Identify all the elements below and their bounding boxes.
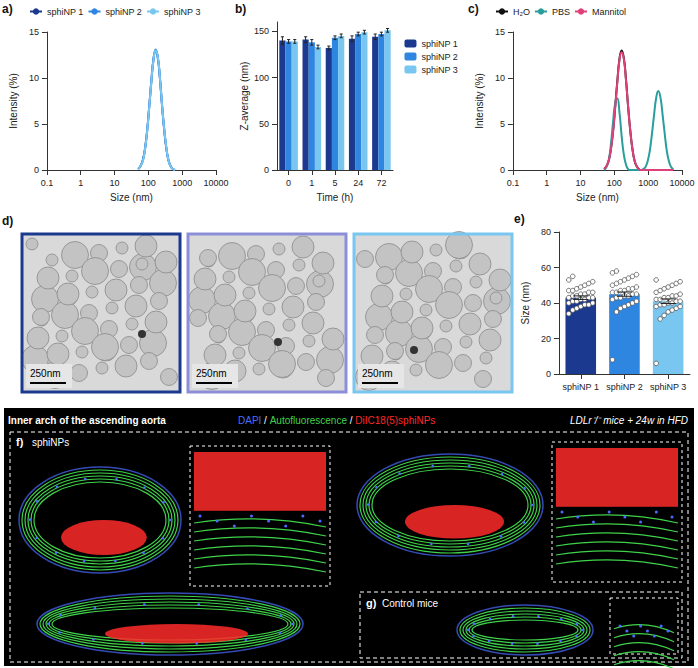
svg-text:0: 0: [264, 165, 269, 175]
svg-text:PBS: PBS: [552, 7, 570, 17]
svg-text:sphiNPs: sphiNPs: [32, 437, 69, 448]
svg-text:Mannitol: Mannitol: [592, 7, 626, 17]
svg-text:250nm: 250nm: [30, 368, 61, 379]
html-text:a): a): [2, 2, 13, 16]
svg-text:sphiNP 1: sphiNP 1: [563, 382, 599, 392]
svg-text:sphiNP 3: sphiNP 3: [164, 7, 200, 17]
svg-text:1000: 1000: [638, 178, 658, 188]
svg-text:Intensity (%): Intensity (%): [474, 73, 485, 129]
svg-text:40: 40: [541, 298, 551, 308]
svg-text:LDLr⁻/⁻ mice + 24w in HFD: LDLr⁻/⁻ mice + 24w in HFD: [570, 415, 688, 426]
svg-text:24: 24: [353, 178, 363, 188]
svg-text:H₂O: H₂O: [513, 7, 530, 17]
svg-text:10: 10: [495, 73, 505, 83]
svg-text:5: 5: [34, 119, 39, 129]
svg-text:150: 150: [254, 26, 269, 36]
html-text:d): d): [2, 214, 14, 228]
svg-text:1: 1: [544, 178, 549, 188]
svg-text:250nm: 250nm: [362, 368, 393, 379]
svg-text:sphiNP 3: sphiNP 3: [650, 382, 686, 392]
svg-text:5: 5: [332, 178, 337, 188]
svg-text:10: 10: [576, 178, 586, 188]
svg-text:0: 0: [500, 165, 505, 175]
svg-text:0: 0: [34, 165, 39, 175]
svg-text:5: 5: [500, 119, 505, 129]
svg-text:DAPI / Autofluorescence / DiIC: DAPI / Autofluorescence / DiIC18(5)sphiN…: [238, 415, 435, 426]
html-text:e): e): [514, 212, 525, 226]
svg-text:0: 0: [286, 178, 291, 188]
svg-text:100: 100: [607, 178, 622, 188]
svg-text:10: 10: [110, 178, 120, 188]
svg-text:sphiNP 1: sphiNP 1: [47, 7, 83, 17]
svg-text:0.1: 0.1: [41, 178, 54, 188]
svg-text:Intensity (%): Intensity (%): [8, 73, 19, 129]
svg-text:10000: 10000: [203, 178, 228, 188]
svg-text:80: 80: [541, 227, 551, 237]
svg-text:250nm: 250nm: [196, 368, 227, 379]
svg-text:100: 100: [254, 73, 269, 83]
svg-text:Size (nm): Size (nm): [110, 192, 153, 203]
svg-text:sphiNP 3: sphiNP 3: [421, 65, 457, 75]
svg-text:Time (h): Time (h): [317, 192, 354, 203]
svg-text:1: 1: [309, 178, 314, 188]
svg-text:10: 10: [29, 73, 39, 83]
svg-text:sphiNP 1: sphiNP 1: [421, 39, 457, 49]
svg-text:50: 50: [259, 119, 269, 129]
svg-text:60: 60: [541, 263, 551, 273]
html-text:b): b): [235, 2, 247, 16]
svg-text:15: 15: [29, 27, 39, 37]
svg-text:Size (nm): Size (nm): [576, 192, 619, 203]
html-text:c): c): [468, 2, 479, 16]
svg-text:0: 0: [546, 369, 551, 379]
svg-text:1000: 1000: [172, 178, 192, 188]
svg-text:0.1: 0.1: [507, 178, 520, 188]
svg-text:sphiNP 2: sphiNP 2: [421, 52, 457, 62]
svg-text:Inner arch of the ascending ao: Inner arch of the ascending aorta: [8, 415, 166, 426]
svg-text:72: 72: [376, 178, 386, 188]
svg-text:Z-average (nm): Z-average (nm): [239, 62, 250, 131]
svg-text:10000: 10000: [669, 178, 694, 188]
svg-text:g): g): [366, 597, 377, 609]
svg-text:Size (nm): Size (nm): [520, 282, 531, 325]
svg-text:1: 1: [78, 178, 83, 188]
svg-text:20: 20: [541, 334, 551, 344]
svg-text:100: 100: [141, 178, 156, 188]
svg-text:sphiNP 2: sphiNP 2: [106, 7, 142, 17]
svg-text:15: 15: [495, 27, 505, 37]
svg-text:f): f): [16, 436, 24, 448]
svg-text:Control mice: Control mice: [382, 598, 439, 609]
svg-text:sphiNP 2: sphiNP 2: [606, 382, 642, 392]
